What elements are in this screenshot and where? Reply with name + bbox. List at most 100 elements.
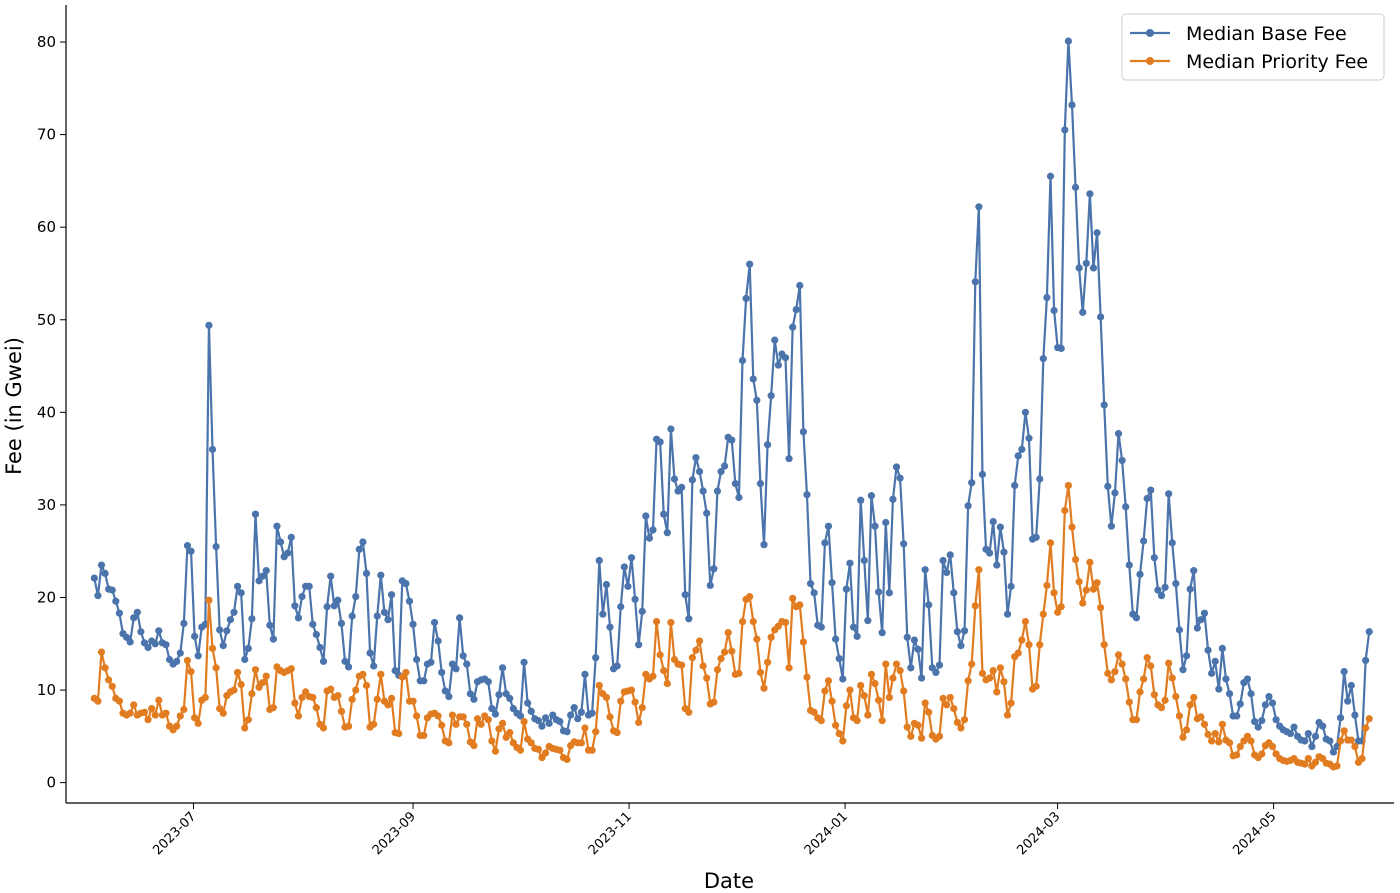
data-point xyxy=(294,712,303,720)
data-point xyxy=(1157,592,1166,600)
data-point xyxy=(545,719,553,727)
data-point xyxy=(921,566,929,574)
data-point xyxy=(717,654,725,663)
data-point xyxy=(380,608,388,616)
data-point xyxy=(627,686,636,694)
data-point xyxy=(1336,737,1345,745)
data-point xyxy=(1286,729,1295,738)
data-point xyxy=(1086,190,1094,198)
data-point xyxy=(556,717,564,726)
data-point xyxy=(470,695,478,703)
data-point xyxy=(968,660,976,668)
data-point xyxy=(387,591,396,599)
data-point xyxy=(971,602,979,610)
data-point xyxy=(1114,430,1123,438)
x-tick-label: 2024-03 xyxy=(1014,809,1063,858)
data-point xyxy=(133,608,141,616)
data-point xyxy=(344,722,353,730)
data-point xyxy=(448,711,457,719)
data-point xyxy=(1125,561,1133,569)
data-point xyxy=(126,638,134,646)
data-point xyxy=(781,354,790,362)
data-point xyxy=(556,746,564,754)
data-point xyxy=(1021,617,1030,626)
data-point xyxy=(266,621,274,629)
data-point xyxy=(233,582,242,590)
data-point xyxy=(212,664,220,672)
legend-label: Median Base Fee xyxy=(1186,23,1347,45)
data-point xyxy=(785,455,793,463)
data-point xyxy=(1122,675,1130,683)
data-point xyxy=(1039,355,1047,363)
data-point xyxy=(900,687,908,695)
data-point xyxy=(1340,667,1348,676)
data-point xyxy=(1168,539,1176,547)
data-point xyxy=(857,681,865,690)
data-point xyxy=(753,635,761,643)
data-point xyxy=(760,684,768,692)
data-point xyxy=(176,649,184,657)
data-point xyxy=(964,502,972,510)
data-point xyxy=(663,679,671,688)
data-point xyxy=(1311,758,1320,766)
data-point xyxy=(692,646,700,654)
data-point xyxy=(294,614,303,622)
data-point xyxy=(1050,306,1058,315)
data-point xyxy=(914,645,922,653)
data-point xyxy=(484,716,492,724)
data-point xyxy=(187,547,195,555)
data-point xyxy=(337,707,346,715)
data-point xyxy=(194,719,202,727)
data-point xyxy=(860,556,868,565)
data-point xyxy=(803,491,811,499)
data-point xyxy=(176,712,184,720)
data-point xyxy=(1236,700,1244,708)
data-point xyxy=(405,597,414,605)
data-point xyxy=(685,708,693,716)
data-point xyxy=(498,719,507,727)
data-point xyxy=(1118,660,1126,668)
data-point xyxy=(574,715,582,723)
data-point xyxy=(882,660,890,668)
data-point xyxy=(1093,229,1101,237)
data-point xyxy=(1082,259,1090,267)
data-point xyxy=(327,572,335,580)
data-point xyxy=(1301,737,1309,745)
data-point xyxy=(932,668,940,677)
data-point xyxy=(853,632,861,640)
data-point xyxy=(1179,733,1187,741)
data-point xyxy=(871,679,879,688)
data-point xyxy=(563,755,571,764)
data-point xyxy=(445,692,453,701)
data-point xyxy=(950,589,958,597)
data-point xyxy=(699,662,707,670)
data-point xyxy=(466,690,474,698)
data-point xyxy=(219,642,227,650)
data-point xyxy=(459,652,467,660)
data-point xyxy=(1172,692,1180,701)
data-point xyxy=(971,278,979,286)
data-point xyxy=(867,492,876,500)
data-point xyxy=(130,701,138,709)
data-point xyxy=(137,628,145,636)
data-point xyxy=(1046,172,1055,180)
data-point xyxy=(108,682,116,690)
data-point xyxy=(602,693,611,702)
data-point xyxy=(638,704,646,712)
data-point xyxy=(94,592,102,600)
data-point xyxy=(892,660,901,668)
data-point xyxy=(248,615,256,623)
data-point xyxy=(1068,523,1076,531)
data-point xyxy=(1036,641,1044,649)
y-tick-label: 20 xyxy=(37,588,56,606)
data-point xyxy=(355,545,363,553)
data-point xyxy=(763,441,772,449)
data-point xyxy=(738,617,747,626)
data-point xyxy=(774,361,782,369)
data-point xyxy=(1093,579,1101,587)
data-point xyxy=(1086,558,1094,566)
data-point xyxy=(130,614,138,622)
data-point xyxy=(799,428,807,436)
data-point xyxy=(1190,693,1198,702)
